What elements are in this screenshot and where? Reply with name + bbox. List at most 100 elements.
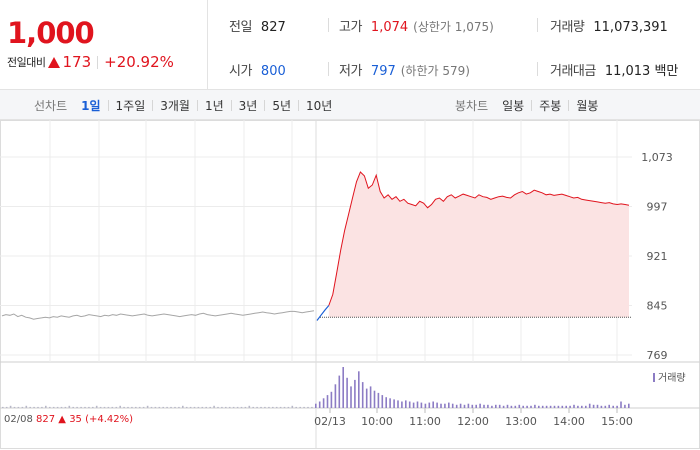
- volume-bar: [545, 405, 548, 408]
- prev-day-percent: (+4.42%): [85, 414, 134, 425]
- volume-bar: [205, 406, 207, 408]
- tab-candle-0[interactable]: 일봉: [502, 98, 525, 113]
- volume-bar: [518, 404, 521, 408]
- volume-bar: [185, 406, 188, 408]
- volume-bar: [131, 406, 133, 408]
- volume-bar: [569, 405, 571, 408]
- volume-bar: [41, 406, 43, 408]
- volume-bar: [174, 406, 176, 408]
- volume-bar: [561, 405, 564, 408]
- stat-sub: (상한가 1,075): [413, 20, 494, 34]
- today-line-up: [328, 171, 630, 306]
- tab-candle-2[interactable]: 월봉: [576, 98, 599, 113]
- volume-bar: [248, 405, 251, 408]
- volume-bar: [21, 406, 24, 408]
- volume-bar: [146, 405, 149, 408]
- volume-bar: [628, 403, 630, 408]
- volume-bar: [522, 405, 524, 408]
- volume-bar: [616, 405, 618, 408]
- tab-line-6[interactable]: 10년: [306, 98, 333, 113]
- stat-label: 거래량: [550, 20, 585, 35]
- stat-trade-amount: 거래대금 11,013 백만: [550, 60, 678, 79]
- change-percent: +20.92%: [104, 53, 174, 71]
- stat-label: 시가: [229, 64, 252, 79]
- volume-bar: [405, 400, 407, 408]
- volume-bar: [330, 391, 333, 408]
- volume-bar: [193, 406, 196, 408]
- price-chart[interactable]: 1,073 997 921 845 769 02/13 10:00 11:00 12:00 13:…: [0, 120, 700, 450]
- volume-bar: [412, 402, 415, 408]
- volume-bar: [401, 401, 403, 408]
- volume-bar: [13, 406, 16, 408]
- divider: [537, 18, 538, 32]
- candle-chart-tabs: 봉차트 일봉 주봉 월봉: [455, 90, 598, 120]
- tab-line-0[interactable]: 1일: [81, 98, 101, 113]
- stat-label: 저가: [339, 64, 362, 79]
- prev-day-up-icon: ▲: [58, 414, 66, 425]
- x-tick-label: 15:00: [601, 415, 633, 428]
- volume-bar: [608, 404, 610, 408]
- volume-bar: [272, 406, 274, 408]
- volume-bar: [530, 405, 532, 408]
- volume-bar: [620, 401, 622, 408]
- stat-value: 11,073,391: [593, 20, 668, 35]
- volume-bar: [135, 406, 137, 408]
- volume-bar: [64, 406, 67, 408]
- volume-bar: [338, 375, 341, 408]
- volume-bar: [557, 405, 560, 408]
- volume-bar: [252, 406, 254, 408]
- prev-day-line: [1, 310, 315, 320]
- volume-bar: [416, 401, 419, 408]
- volume-bar: [283, 406, 286, 408]
- volume-bar: [502, 405, 505, 408]
- volume-bar: [334, 384, 337, 408]
- volume-bar: [107, 406, 110, 408]
- volume-legend-swatch: [653, 373, 655, 382]
- volume-bar: [209, 406, 211, 408]
- stat-label: 거래대금: [550, 64, 596, 79]
- volume-bar: [592, 404, 595, 408]
- volume-bar: [451, 403, 454, 408]
- volume-bar: [322, 398, 325, 408]
- tab-line-2[interactable]: 3개월: [160, 98, 190, 113]
- volume-bar: [213, 405, 215, 408]
- tab-divider: [298, 99, 300, 111]
- divider: [537, 62, 538, 76]
- tab-line-1[interactable]: 1주일: [115, 98, 146, 113]
- change-value: 173: [62, 53, 92, 71]
- volume-bar: [342, 367, 344, 408]
- tab-divider: [107, 99, 109, 111]
- x-tick-label: 12:00: [457, 415, 489, 428]
- today-fill-area: [328, 172, 629, 318]
- tab-line-4[interactable]: 3년: [238, 98, 258, 113]
- volume-bar: [538, 405, 540, 408]
- volume-bar: [385, 397, 387, 408]
- volume-bar: [397, 400, 399, 408]
- tab-line-5[interactable]: 5년: [272, 98, 292, 113]
- volume-bar: [138, 406, 141, 408]
- volume-bar: [150, 406, 153, 408]
- stat-prev-close: 전일 827: [229, 16, 286, 35]
- volume-bar: [5, 406, 8, 408]
- volume-bar: [440, 403, 442, 408]
- volume-bar: [221, 406, 223, 408]
- stat-high: 고가 1,074 (상한가 1,075): [339, 16, 494, 35]
- prev-day-info: 02/08 827 ▲ 35 (+4.42%): [4, 414, 133, 425]
- tab-line-3[interactable]: 1년: [204, 98, 224, 113]
- stat-value: 11,013 백만: [604, 64, 679, 79]
- volume-bar: [268, 406, 270, 408]
- volume-bar: [491, 405, 493, 408]
- y-tick-label: 997: [647, 201, 668, 214]
- prev-day-close: 827: [36, 414, 56, 425]
- volume-bar: [326, 395, 329, 408]
- stat-open: 시가 800: [229, 60, 286, 79]
- volume-bar: [455, 404, 458, 408]
- volume-bar: [37, 406, 39, 408]
- volume-bar: [463, 404, 466, 408]
- volume-bar: [49, 406, 51, 408]
- price-box: 1,000 전일대비 173 +20.92%: [0, 0, 208, 90]
- volume-bar: [565, 405, 567, 408]
- tab-divider: [152, 99, 154, 111]
- tab-candle-1[interactable]: 주봉: [539, 98, 562, 113]
- volume-bar: [393, 399, 395, 408]
